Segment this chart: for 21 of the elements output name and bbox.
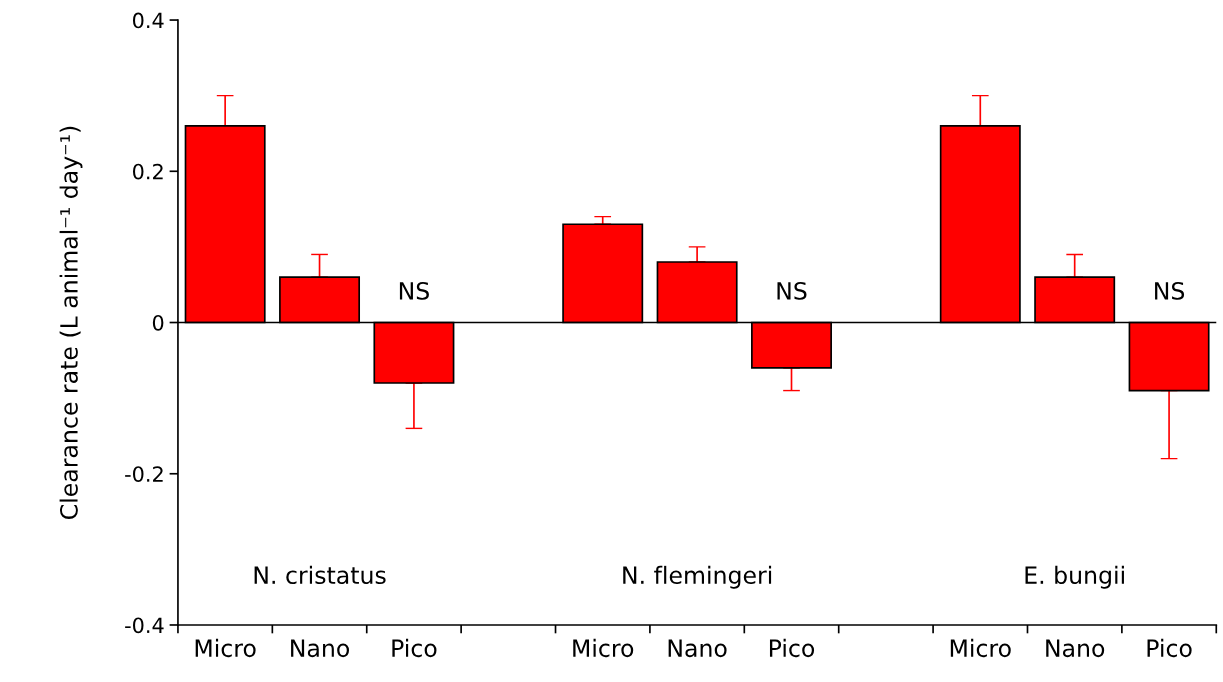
annotation: NS <box>777 281 807 300</box>
x-tick-label: Pico <box>769 638 815 658</box>
x-tick-label: Pico <box>392 638 437 658</box>
x-tick-label: Nano <box>668 639 727 658</box>
y-tick-label: 0.2 <box>132 163 163 180</box>
x-tick-label: Nano <box>1046 639 1105 658</box>
y-axis-title: Clearance rate (L animal⁻¹ day⁻¹) <box>59 126 83 519</box>
y-tick-label: -0.4 <box>125 617 164 634</box>
x-tick-label: Micro <box>950 638 1011 658</box>
y-tick-label: -0.2 <box>125 466 163 482</box>
annotation: NS <box>1155 281 1185 300</box>
x-tick-label: Micro <box>573 638 634 658</box>
x-tick-label: Nano <box>291 639 350 658</box>
annotation: N. flemingeri <box>623 565 772 589</box>
x-tick-label: Pico <box>1147 638 1192 658</box>
annotation: E. bungii <box>1025 565 1124 589</box>
annotation: NS <box>399 281 429 300</box>
y-tick-label: 0.4 <box>132 12 164 29</box>
y-tick-label: 0 <box>152 314 164 331</box>
annotation: N. cristatus <box>254 565 386 585</box>
x-tick-label: Micro <box>195 638 256 658</box>
